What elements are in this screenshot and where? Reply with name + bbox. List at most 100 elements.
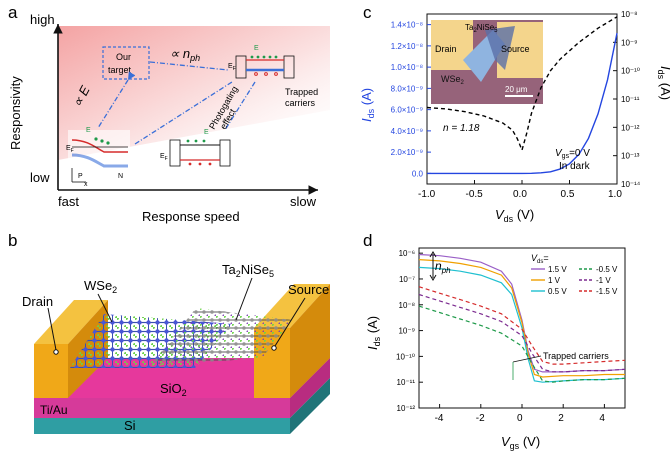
- d-y-tick-label: 10⁻¹²: [397, 404, 416, 413]
- c-yright-tick-label: 10⁻¹²: [621, 123, 640, 132]
- arrow-target-to-pn: [97, 71, 136, 129]
- d-xlabel: Vgs (V): [501, 434, 540, 451]
- legend-label: -1 V: [596, 276, 611, 285]
- annotation-trapped: Trapped carriers: [543, 351, 609, 361]
- c-yleft-tick-label: 0.0: [412, 169, 424, 178]
- pn-eph-label: E: [86, 127, 91, 134]
- d-x-tick-label: 2: [558, 413, 564, 424]
- c-yleft-tick-label: 2.0×10⁻⁹: [391, 148, 423, 157]
- c-x-tick-label: 1.0: [608, 189, 622, 200]
- legend-label: 1.5 V: [548, 265, 567, 274]
- d-y-tick-label: 10⁻⁹: [398, 327, 415, 336]
- c-yleft-tick-label: 1.2×10⁻⁸: [391, 42, 423, 51]
- c-series-right-line: [426, 16, 618, 153]
- d-x-tick-label: -2: [476, 413, 485, 424]
- annotation-n: n = 1.18: [443, 123, 480, 134]
- arrow-target-to-nph: [149, 61, 229, 71]
- si-layer: [34, 418, 290, 434]
- x-axis-title: Response speed: [142, 209, 240, 224]
- inset-wse2-label: WSe2: [441, 74, 465, 86]
- target-line-1: Our: [116, 52, 131, 62]
- c-x-tick-label: 0.5: [561, 189, 575, 200]
- d-y-tick-label: 10⁻¹⁰: [396, 352, 415, 361]
- d-x-tick-label: 0: [517, 413, 523, 424]
- panel-d-series: [418, 253, 626, 383]
- legend-label: -1.5 V: [596, 287, 618, 296]
- si-label: Si: [124, 418, 136, 433]
- d-series-line: [418, 293, 626, 373]
- svg-text:EF: EF: [228, 63, 236, 72]
- inset-scale-label: 20 μm: [505, 85, 528, 94]
- d-series-line: [418, 305, 626, 383]
- panel-label-a: a: [8, 3, 18, 22]
- panel-d-ticks: -4 -2 0 2 4 10⁻⁶ 10⁻⁷ 10⁻⁸ 10⁻⁹ 10⁻¹⁰ 10⁻¹¹ 10⁻¹²: [396, 249, 605, 424]
- c-x-tick-label: -0.5: [466, 189, 484, 200]
- panel-a: a high low Responsivity fast slow Respon…: [0, 0, 335, 228]
- c-x-tick-label: 0.0: [513, 189, 527, 200]
- tiau-label: Ti/Au: [40, 403, 68, 417]
- panel-b: b Drain Source WSe2 Ta2NiSe5 SiO2 Si Ti/…: [0, 228, 345, 458]
- panel-c-chart: c Drain Source Ta2NiSe5 WSe2 20 μm -1.0-…: [359, 3, 670, 224]
- c-yright-tick-label: 10⁻⁸: [621, 10, 638, 19]
- c-yleft-tick-label: 8.0×10⁻⁹: [391, 84, 423, 93]
- annotation-vgs: Vgs=0 V: [555, 148, 590, 160]
- c-yleft-tick-label: 1.4×10⁻⁸: [391, 21, 423, 30]
- svg-text:E: E: [254, 45, 259, 52]
- d-series-line: [418, 286, 626, 365]
- c-ylabel-right: Ids (A): [656, 66, 670, 100]
- source-electrode-top: [254, 284, 330, 328]
- c-xlabel: Vds (V): [495, 207, 534, 224]
- inset-tns-label: Ta2NiSe5: [465, 23, 498, 34]
- arrow-photogating: [224, 81, 256, 131]
- ta2nise5-label: Ta2NiSe5: [222, 262, 274, 279]
- inset-drain-label: Drain: [435, 44, 457, 54]
- d-y-tick-label: 10⁻⁶: [399, 249, 415, 258]
- c-yright-tick-label: 10⁻¹³: [621, 152, 640, 161]
- d-x-tick-label: 4: [599, 413, 605, 424]
- sio2-layer: [34, 398, 290, 418]
- legend-title: Vds=: [531, 253, 549, 265]
- trapped-line-2: carriers: [285, 98, 316, 108]
- svg-text:EF: EF: [160, 153, 168, 162]
- photogating-diagram-bottom: EF E: [160, 129, 231, 167]
- c-yright-tick-label: 10⁻¹⁰: [621, 67, 640, 76]
- panel-c: c Drain Source Ta2NiSe5 WSe2 20 μm -1.0-…: [345, 0, 670, 228]
- panel-b-figure: b Drain Source WSe2 Ta2NiSe5 SiO2 Si Ti/…: [8, 231, 330, 434]
- arrow-pn-to-photogating: [134, 81, 233, 145]
- ta2nise5-flake: [150, 308, 292, 366]
- drain-label: Drain: [22, 294, 53, 309]
- target-line-2: target: [108, 65, 132, 75]
- panel-d: d -4 -2 0 2 4 10⁻⁶ 10⁻⁷ 10⁻⁸ 10⁻⁹ 10⁻¹⁰ 10⁻¹¹ 10⁻¹²…: [345, 228, 670, 458]
- annotation-nph: nph: [435, 259, 451, 275]
- y-axis-title: Responsivity: [8, 76, 23, 150]
- legend-label: 0.5 V: [548, 287, 567, 296]
- y-low-label: low: [30, 170, 50, 185]
- pn-p-label: P: [78, 173, 83, 180]
- panel-label-d: d: [363, 231, 372, 250]
- c-yright-tick-label: 10⁻⁹: [621, 38, 638, 47]
- pn-n-label: N: [118, 173, 123, 180]
- y-high-label: high: [30, 12, 55, 27]
- target-box: [102, 46, 150, 80]
- d-y-tick-label: 10⁻⁸: [399, 301, 416, 310]
- pn-x-label: x: [84, 181, 88, 188]
- d-ylabel: Ids (A): [365, 316, 382, 350]
- panel-label-b: b: [8, 231, 17, 250]
- wse2-label: WSe2: [84, 278, 117, 295]
- c-yright-tick-label: 10⁻¹¹: [621, 95, 640, 104]
- pn-ef-label: EF: [66, 145, 74, 154]
- c-yleft-tick-label: 1.0×10⁻⁸: [391, 63, 423, 72]
- c-yleft-tick-label: 6.0×10⁻⁹: [391, 106, 423, 115]
- drain-electrode: [34, 344, 68, 398]
- panel-c-series: [426, 16, 618, 175]
- legend-label: 1 V: [548, 276, 561, 285]
- panel-d-chart: d -4 -2 0 2 4 10⁻⁶ 10⁻⁷ 10⁻⁸ 10⁻⁹ 10⁻¹⁰ 10⁻¹¹ 10⁻¹²…: [363, 231, 626, 451]
- inset-optical-image: Drain Source Ta2NiSe5 WSe2 20 μm: [431, 20, 543, 104]
- annotation-dark: In dark: [559, 161, 591, 172]
- pn-band-diagram: EF E P N x: [66, 127, 130, 188]
- source-label: Source: [288, 282, 329, 297]
- c-series-left-line: [427, 32, 618, 175]
- inset-source-label: Source: [501, 44, 530, 54]
- d-x-tick-label: -4: [435, 413, 444, 424]
- c-x-tick-label: -1.0: [418, 189, 436, 200]
